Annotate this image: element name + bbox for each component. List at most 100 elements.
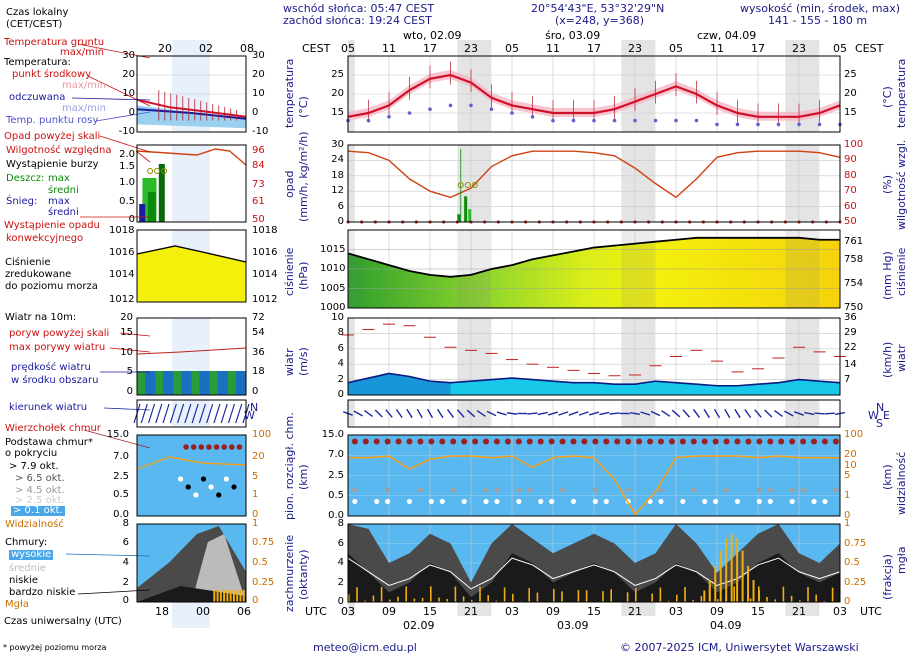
legend-cloudbase-dot [223,476,229,482]
fog-bar [528,588,530,602]
legend-ground-temp: Temperatura gruntu [4,37,105,48]
wind-arrow [456,409,465,418]
legend-local-time: Czas lokalny [6,7,69,18]
wind-arrow [506,412,518,415]
legend-y-tick: 0 [252,509,259,520]
legend-high: wysokie [9,549,54,560]
hour-tick-bottom: 09 [710,605,724,618]
cloud-top-dot [526,438,533,445]
legend-y-tick: 1.5 [119,161,135,172]
wind-arrow [537,411,548,416]
compass-w: W [868,409,879,422]
cloud-top-dot [439,438,446,445]
legend-visibility: Widzialność [5,519,64,530]
cloud-top-dot [428,438,435,445]
y-tick: 60 [844,200,857,212]
y-tick: 25 [844,69,857,80]
night-band-bottom [785,602,820,616]
temperature-line [347,73,841,118]
legend-night-band-bottom [172,602,210,628]
cloud-base-dot [527,487,533,493]
legend-panel-frame [136,523,247,603]
legend-clouds: Chmury: [5,537,48,548]
wind-arrow [692,409,701,418]
y-tick: 6 [337,537,344,549]
coordinates: 20°54'43"E, 53°32'29"N [531,2,665,15]
legend-y-tick: 96 [252,145,265,156]
cloud-top-dot [504,438,511,445]
y-tick: 36 [844,312,857,323]
wind-arrow [558,411,569,416]
legend-storm-marker [147,168,154,174]
panel-frame [347,434,841,517]
legend-cloudtop-dot [183,444,189,450]
fog-bar [348,594,350,602]
fog-bar [380,586,383,602]
cloud-base-dot [428,498,434,505]
axis-label-wind-right-unit: (km/h) [881,341,894,378]
hour-tick-bottom: 03 [341,605,355,618]
cloud-top-dot [756,438,763,445]
fog-bar [610,589,612,602]
wind-arrow [804,411,815,416]
legend-cloud-base: Podstawa chmur* [5,437,93,448]
legend-dew: Temp. punktu rosy [6,115,99,126]
cloud-top-dot [373,438,380,445]
legend-pointer [87,75,151,107]
legend-y-tick: 10 [122,88,135,99]
legend-wind-dir: kierunek wiatru [9,402,88,413]
wind-arrow [744,409,752,418]
legend-wind-speed: prędkość wiatru [11,362,91,373]
cloud-base-dot [767,498,773,505]
legend-wind-band [191,371,200,395]
pressure-line [347,236,840,278]
cloud-top-dot [450,438,457,445]
fog-bar [725,597,727,602]
legend-cloudtop-dot [206,444,212,450]
fog-bar [462,596,465,602]
legend-y-tick: -10 [252,126,269,137]
wind-arrow [374,409,383,418]
y-tick: 70 [844,185,857,197]
legend-utc: Czas uniwersalny (UTC) [4,616,122,627]
fog-bar [692,600,694,602]
pressure-area [348,237,840,308]
legend-pointer [99,135,151,153]
y-tick: 29 [844,326,857,338]
day-label-top: wto, 02.09 [403,29,462,42]
fog-bar [553,588,555,602]
night-band-bottom [457,602,492,616]
y-tick: 1000 [320,302,346,313]
y-tick: 1005 [320,282,346,294]
cloud-top-dot [603,438,610,445]
wind-arrow [814,412,825,415]
cloud-base-dot [800,487,806,493]
hour-tick-bottom: 03 [833,605,847,618]
cloud-base-dot [352,498,358,505]
legend-pressure: Ciśnienie [5,257,51,268]
legend-pointer [119,332,151,337]
hour-tick-top: 05 [833,42,847,55]
legend-y-tick: 1.0 [119,177,135,188]
legend-y-tick: 72 [252,312,265,323]
y-tick: 20 [331,88,344,99]
fog-bar [684,586,686,602]
cloud-top-dot [657,438,664,445]
wind-arrow [734,408,741,419]
fog-bar [758,586,760,602]
y-tick: 25 [331,69,344,80]
cloud-base-dot [702,498,708,505]
fog-bar [790,595,793,602]
hour-tick-top: 11 [546,42,560,55]
cloud-base-dot [789,487,795,493]
cloud-base-dot [406,498,413,505]
axis-label-temperature-left-unit: (°C) [297,96,310,118]
dew-point-dot [612,118,617,123]
axis-label-cover-left-unit: (oktanty) [297,549,310,600]
axis-label-humidity-right: wilgotność wzgl. [895,139,908,230]
footer-email[interactable]: meteo@icm.edu.pl [313,641,417,654]
legend-panel-content [65,43,250,602]
hour-tick-bottom: 15 [587,605,601,618]
day-label-bottom: 03.09 [557,619,589,632]
fog-bar [719,550,722,602]
